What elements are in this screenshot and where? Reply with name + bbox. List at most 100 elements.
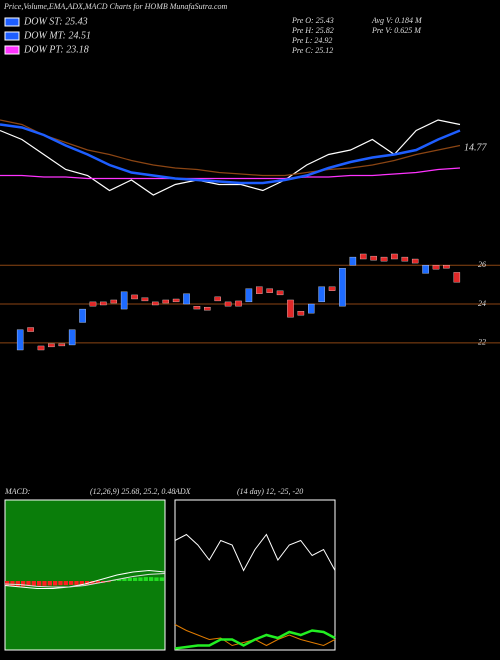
histogram-bar (159, 577, 164, 581)
stat: Pre O: 25.43 (291, 16, 334, 25)
histogram-bar (127, 578, 132, 581)
y-tick-label: 26 (478, 260, 486, 269)
panel (174, 499, 336, 651)
page-title: Price,Volume,EMA,ADX,MACD Charts for HOM… (3, 2, 228, 11)
histogram-bar (58, 581, 63, 586)
series-line (4, 573, 166, 588)
histogram-bar (47, 581, 52, 586)
annotation: 14.77 (464, 142, 488, 153)
stat: Pre V: 0.625 M (371, 26, 422, 35)
stat: Avg V: 0.184 M (371, 16, 423, 25)
candle-body (307, 303, 315, 314)
histogram-bar (122, 578, 127, 581)
legend-label: DOW MT: 24.51 (23, 30, 91, 41)
candle-body (193, 306, 201, 310)
candle-body (359, 253, 367, 260)
candle-body (172, 298, 180, 303)
histogram-bar (117, 579, 122, 581)
candle-body (401, 256, 409, 262)
candle-body (37, 345, 45, 351)
candle-body (380, 256, 388, 262)
candle-body (443, 265, 450, 269)
histogram-bar (69, 581, 74, 585)
histogram-bar (133, 577, 138, 581)
candle-body (110, 299, 118, 304)
candle-body (370, 255, 377, 261)
candle-body (256, 286, 263, 294)
candle-body (27, 327, 34, 332)
stat: Pre C: 25.12 (291, 46, 333, 55)
histogram-bar (90, 581, 95, 584)
legend-swatch (4, 17, 20, 27)
series-line (174, 533, 336, 572)
histogram-bar (10, 581, 15, 587)
candle-body (339, 268, 346, 307)
legend-swatch (4, 31, 20, 41)
legend-swatch (4, 45, 20, 55)
candle-body (152, 301, 159, 306)
candle-body (349, 256, 357, 266)
histogram-bar (85, 581, 90, 585)
series-line (174, 629, 336, 650)
histogram-bar (21, 581, 26, 587)
candle-body (391, 253, 398, 260)
series-line (0, 167, 461, 180)
candle-body (79, 308, 86, 323)
histogram-bar (149, 577, 154, 581)
panel-params: (12,26,9) 25.68, 25.2, 0.48 (90, 487, 175, 496)
candle-body (141, 297, 149, 302)
series-line (0, 123, 461, 185)
histogram-bar (37, 581, 42, 586)
candle-body (453, 272, 461, 283)
histogram-bar (154, 577, 159, 581)
histogram-bar (5, 581, 10, 586)
panel-title: ADX (174, 487, 192, 496)
legend-label: DOW PT: 23.18 (23, 44, 89, 55)
candle-body (411, 258, 419, 264)
candle-body (204, 306, 211, 311)
candle-body (287, 299, 294, 318)
candle-body (224, 301, 232, 307)
candle-body (131, 294, 138, 300)
histogram-bar (74, 581, 79, 585)
candle-body (68, 329, 76, 346)
candle-body (48, 343, 55, 348)
series-line (0, 119, 461, 177)
candle-body (162, 299, 170, 304)
candle-body (432, 265, 440, 270)
candle-body (89, 301, 97, 307)
stat: Pre L: 24.92 (291, 36, 332, 45)
panel-title: MACD: (4, 487, 31, 496)
panel (4, 499, 166, 651)
series-line (0, 119, 461, 196)
series-line (4, 569, 166, 589)
histogram-bar (63, 581, 68, 586)
candle-body (100, 301, 107, 306)
candle-body (183, 293, 190, 305)
candle-body (120, 291, 128, 310)
histogram-bar (31, 581, 36, 587)
candle-body (318, 286, 325, 303)
panel-params: (14 day) 12, -25, -20 (237, 487, 303, 496)
histogram-bar (53, 581, 58, 586)
candle-body (328, 286, 336, 291)
candle-body (16, 329, 24, 351)
histogram-bar (79, 581, 84, 585)
histogram-bar (26, 581, 31, 587)
candle-body (235, 300, 242, 307)
histogram-bar (138, 577, 143, 581)
histogram-bar (42, 581, 47, 586)
legend-label: DOW ST: 25.43 (23, 16, 88, 27)
candle-body (214, 296, 221, 302)
candle-body (297, 311, 305, 316)
candle-body (266, 288, 273, 293)
candle-body (245, 288, 253, 303)
candle-body (276, 290, 284, 296)
candle-body (58, 343, 66, 347)
stat: Pre H: 25.82 (291, 26, 334, 35)
y-tick-label: 24 (478, 299, 486, 308)
candle-body (422, 265, 429, 274)
y-tick-label: 22 (478, 338, 486, 347)
